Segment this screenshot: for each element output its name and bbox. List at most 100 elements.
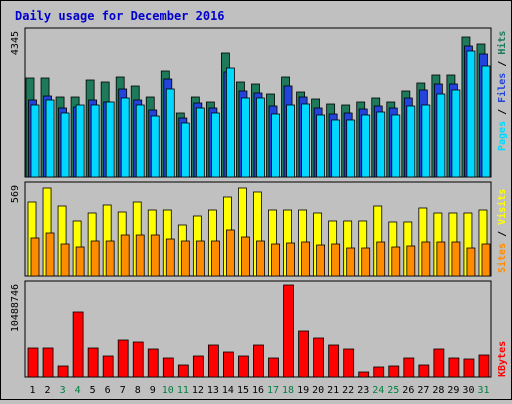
bar-pages-day-23 [361,114,371,178]
bar-sites-day-18 [286,242,295,277]
x-tick-label-day-27: 27 [417,385,429,396]
x-tick-label-day-6: 6 [105,385,111,396]
bar-kbytes-day-21 [328,344,340,378]
bar-sites-day-3 [60,243,70,277]
legend-files: Files [496,73,508,103]
bar-kbytes-day-3 [57,365,69,378]
bar-pages-day-1 [30,104,40,178]
x-tick-label-day-8: 8 [135,385,141,396]
bar-pages-day-2 [45,99,55,178]
bar-sites-day-5 [90,240,100,277]
x-tick-label-day-13: 13 [207,385,219,396]
bar-kbytes-day-26 [403,357,415,378]
bar-pages-day-7 [120,97,130,178]
bar-sites-day-15 [241,236,250,277]
bar-pages-day-27 [421,104,431,178]
bar-kbytes-day-19 [298,330,309,378]
bar-kbytes-day-31 [478,354,490,378]
bar-pages-day-31 [481,65,491,178]
bar-pages-day-3 [60,112,70,178]
bar-sites-day-17 [271,243,280,277]
x-tick-label-day-24: 24 [372,385,384,396]
legend-2: KBytes [497,341,508,377]
bar-sites-day-10 [165,238,175,277]
legend-separator: / [497,55,508,73]
bar-kbytes-day-29 [448,357,460,378]
bar-kbytes-day-11 [177,364,189,378]
bar-pages-day-9 [150,115,160,178]
bar-pages-day-22 [346,119,356,178]
x-tick-label-day-7: 7 [120,385,126,396]
legend-sites: Sites [496,243,508,273]
bar-kbytes-day-13 [207,344,219,378]
bar-pages-day-8 [135,104,145,178]
bar-kbytes-day-15 [238,355,249,378]
bar-kbytes-day-5 [87,347,99,378]
bar-kbytes-day-6 [102,355,114,378]
bar-pages-day-12 [195,107,205,178]
bar-pages-day-4 [75,104,85,178]
bar-pages-day-10 [165,88,175,178]
bar-sites-day-14 [226,229,235,277]
x-tick-label-day-3: 3 [60,385,66,396]
x-tick-label-day-4: 4 [75,385,81,396]
bar-kbytes-day-23 [358,371,370,378]
x-tick-label-day-29: 29 [447,385,459,396]
x-tick-label-day-16: 16 [252,385,264,396]
x-tick-label-day-19: 19 [297,385,309,396]
bar-sites-day-11 [180,240,190,277]
x-tick-label-day-5: 5 [90,385,96,396]
bar-sites-day-28 [436,241,446,277]
bar-kbytes-day-17 [268,357,279,378]
bar-kbytes-day-18 [283,284,294,378]
x-tick-label-day-12: 12 [192,385,204,396]
x-tick-label-day-18: 18 [282,385,294,396]
bar-kbytes-day-28 [433,348,445,378]
legend-pages: Pages [497,121,508,151]
bar-kbytes-day-27 [418,364,430,378]
bar-kbytes-day-7 [117,339,129,378]
x-tick-label-day-26: 26 [402,385,414,396]
legend-1: Sites / Visits [496,189,508,273]
bar-kbytes-day-9 [147,348,159,378]
bar-kbytes-day-16 [253,344,264,378]
bar-sites-day-23 [361,247,371,277]
bar-sites-day-7 [120,234,130,277]
y-max-label: 4345 [10,31,21,55]
x-tick-label-day-9: 9 [150,385,156,396]
bar-sites-day-4 [75,246,85,277]
bar-kbytes-day-8 [132,341,144,378]
y-max-label: 569 [10,185,21,203]
x-tick-label-day-1: 1 [30,385,36,396]
bar-kbytes-day-2 [42,347,54,378]
bar-sites-day-1 [30,237,40,277]
y-max-label: 10488746 [10,284,21,332]
bar-sites-day-16 [256,240,265,277]
bar-pages-day-17 [271,113,280,178]
bar-sites-day-27 [421,241,431,277]
bar-sites-day-22 [346,247,356,277]
legend-separator: / [497,225,508,243]
bar-sites-day-13 [210,240,220,277]
bar-kbytes-day-14 [223,351,234,378]
x-tick-label-day-22: 22 [342,385,354,396]
bar-pages-day-30 [466,50,476,178]
bar-sites-day-31 [481,243,491,277]
bar-pages-day-26 [406,105,416,178]
bar-kbytes-day-30 [463,358,475,378]
bar-pages-day-14 [226,67,235,178]
bar-sites-day-20 [316,244,326,277]
bar-pages-day-24 [376,111,386,178]
bar-kbytes-day-22 [343,348,355,378]
bar-kbytes-day-20 [313,337,325,378]
bar-pages-day-20 [316,114,326,178]
bar-pages-day-25 [391,114,401,178]
x-tick-label-day-2: 2 [45,385,51,396]
bar-sites-day-19 [301,241,310,277]
bar-sites-day-21 [331,243,341,277]
bar-pages-day-18 [286,104,295,178]
x-tick-label-day-25: 25 [387,385,399,396]
x-tick-label-day-14: 14 [222,385,234,396]
bar-sites-day-12 [195,240,205,277]
